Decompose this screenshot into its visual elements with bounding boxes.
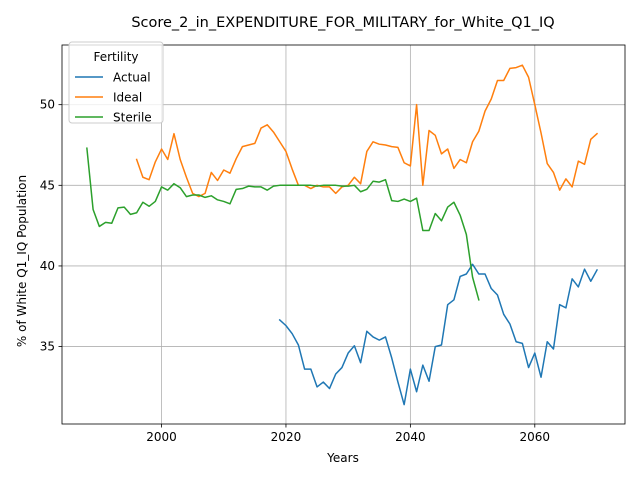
legend-title: Fertility	[93, 50, 138, 64]
series-line-actual	[278, 263, 599, 406]
legend: Fertility Actual Ideal Sterile	[68, 41, 164, 125]
legend-entries: Actual Ideal Sterile	[75, 71, 152, 125]
y-tick-label: 50	[40, 98, 55, 112]
y-tick-label: 45	[40, 178, 55, 192]
legend-label-actual: Actual	[113, 71, 151, 85]
series-line-ideal	[135, 64, 599, 198]
series-layer	[86, 64, 599, 406]
y-tick-label: 40	[40, 259, 55, 273]
legend-label-sterile: Sterile	[113, 111, 152, 125]
y-axis: 35 40 45 50	[40, 98, 62, 354]
y-tick-label: 35	[40, 340, 55, 354]
plot-area	[61, 44, 626, 425]
x-tick-label: 2000	[146, 430, 177, 444]
x-axis: 2000 2020 2040 2060	[146, 424, 550, 444]
legend-frame	[68, 41, 164, 124]
x-tick-label: 2040	[395, 430, 426, 444]
x-axis-label: Years	[326, 451, 359, 465]
x-tick-label: 2020	[271, 430, 302, 444]
series-line-sterile	[86, 147, 480, 301]
x-tick-label: 2060	[520, 430, 551, 444]
chart-title: Score_2_in_EXPENDITURE_FOR_MILITARY_for_…	[131, 15, 554, 31]
y-axis-label: % of White Q1_IQ Population	[15, 175, 29, 347]
legend-label-ideal: Ideal	[113, 91, 142, 105]
